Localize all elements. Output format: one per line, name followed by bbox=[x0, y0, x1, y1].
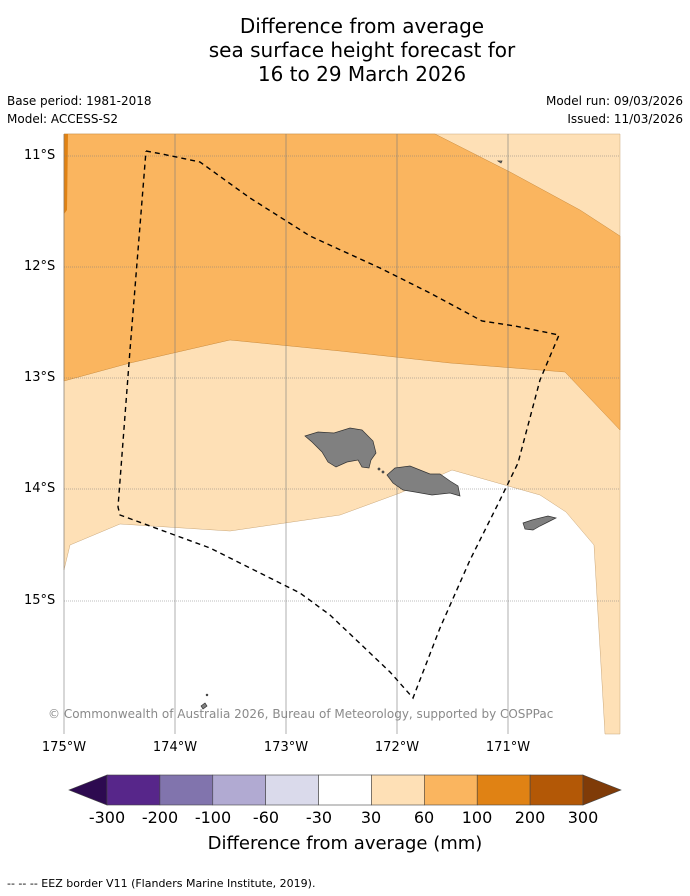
colorbar-segment bbox=[106, 774, 161, 806]
savaii-island bbox=[304, 427, 377, 469]
base-period: Base period: 1981-2018 bbox=[7, 94, 152, 108]
gridlines bbox=[63, 134, 620, 734]
lat-label-11s: 11°S bbox=[24, 148, 56, 163]
model-run-date: Model run: 09/03/2026 bbox=[545, 94, 683, 108]
lon-label-174w: 174°W bbox=[152, 740, 198, 755]
eez-footnote: -- -- -- EEZ border V11 (Flanders Marine… bbox=[7, 877, 316, 890]
colorbar-segment bbox=[476, 774, 531, 806]
tutuila-island bbox=[522, 515, 558, 531]
colorbar-title: Difference from average (mm) bbox=[207, 833, 483, 854]
eez-border bbox=[117, 150, 560, 700]
colorbar-segment bbox=[529, 774, 584, 806]
colorbar-segment bbox=[318, 774, 372, 806]
issued-date: Issued: 11/03/2026 bbox=[567, 112, 683, 126]
colorbar-tick-label: -30 bbox=[305, 808, 333, 827]
colorbar-segment bbox=[371, 774, 425, 806]
colorbar-tick-label: 300 bbox=[567, 808, 599, 827]
lon-label-173w: 173°W bbox=[263, 740, 309, 755]
lon-label-175w: 175°W bbox=[41, 740, 87, 755]
lat-label-15s: 15°S bbox=[24, 593, 56, 608]
lat-label-12s: 12°S bbox=[24, 259, 56, 274]
lat-label-14s: 14°S bbox=[24, 481, 56, 496]
copyright-notice: © Commonwealth of Australia 2026, Bureau… bbox=[48, 707, 554, 721]
colorbar-tick-label: -100 bbox=[194, 808, 232, 827]
colorbar-tick-label: 60 bbox=[413, 808, 435, 827]
manono-islet bbox=[381, 470, 385, 474]
model-name: Model: ACCESS-S2 bbox=[7, 112, 119, 126]
anomaly-region-60-100 bbox=[63, 133, 621, 431]
colorbar-tick-label: -200 bbox=[141, 808, 179, 827]
lon-label-172w: 172°W bbox=[374, 740, 420, 755]
swains-island bbox=[496, 160, 503, 164]
colorbar-segment bbox=[159, 774, 214, 806]
lon-label-171w: 171°W bbox=[485, 740, 531, 755]
lat-label-13s: 13°S bbox=[24, 370, 56, 385]
title-line-1: Difference from average bbox=[239, 14, 485, 38]
chart-title: Difference from average sea surface heig… bbox=[0, 14, 690, 86]
colorbar-tick-label: 30 bbox=[360, 808, 382, 827]
title-line-2: sea surface height forecast for bbox=[208, 38, 516, 62]
apolima-islet bbox=[377, 467, 381, 471]
title-line-3: 16 to 29 March 2026 bbox=[257, 62, 467, 86]
colorbar-tick-label: 200 bbox=[514, 808, 546, 827]
colorbar-segment bbox=[265, 774, 319, 806]
colorbar-tick-label: -300 bbox=[88, 808, 126, 827]
colorbar-extend-low bbox=[68, 774, 108, 806]
colorbar-tick-label: 100 bbox=[461, 808, 493, 827]
colorbar-tick-label: -60 bbox=[252, 808, 280, 827]
colorbar-extend-high bbox=[582, 774, 622, 806]
anomaly-region-100-200 bbox=[64, 134, 68, 214]
small-island-south bbox=[200, 702, 208, 710]
small-island-dot bbox=[205, 693, 209, 697]
colorbar-segment bbox=[212, 774, 266, 806]
colorbar bbox=[68, 774, 622, 806]
land-masses bbox=[200, 160, 558, 710]
colorbar-segment bbox=[424, 774, 478, 806]
colorbar-segments bbox=[106, 774, 584, 806]
upolu-island bbox=[386, 465, 461, 497]
